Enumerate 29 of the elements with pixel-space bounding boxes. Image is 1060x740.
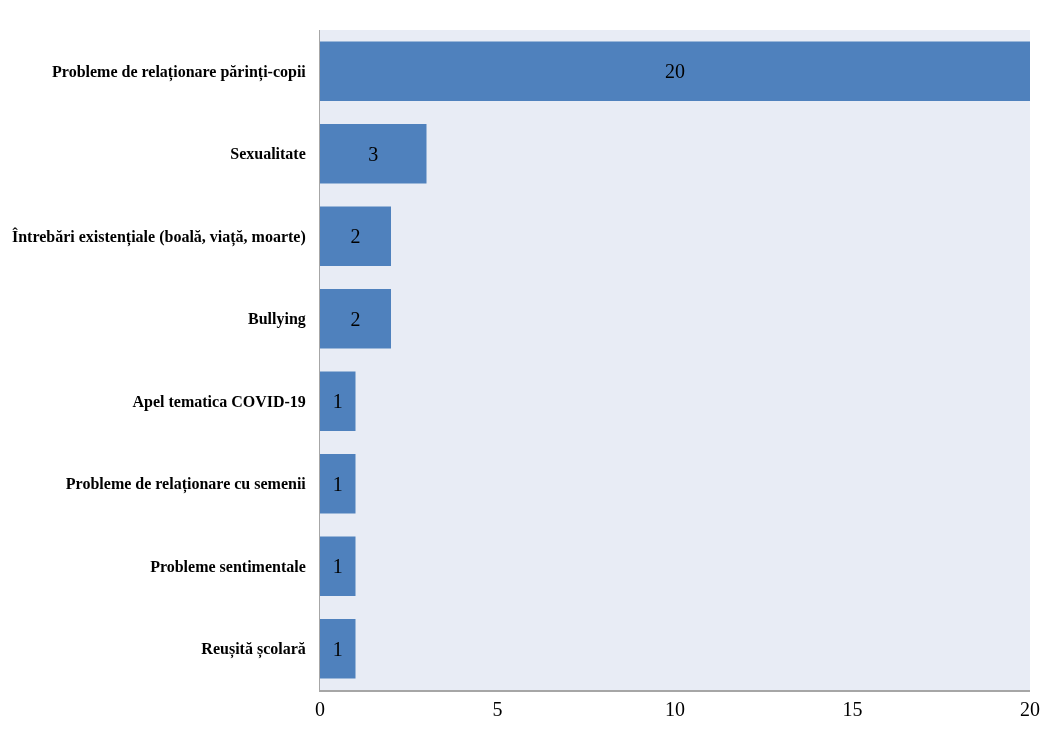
- data-label: 3: [368, 142, 379, 165]
- x-tick-label: 0: [315, 698, 325, 720]
- y-tick-label: Sexualitate: [230, 145, 306, 163]
- bar: [320, 289, 391, 349]
- bar: [320, 41, 1030, 101]
- y-tick-label: Apel tematica COVID-19: [132, 392, 306, 411]
- bar: [320, 536, 356, 596]
- x-tick-label: 10: [665, 698, 685, 720]
- data-label: 20: [665, 60, 685, 83]
- x-tick-label: 20: [1020, 698, 1040, 720]
- y-tick-label: Probleme de relaționare părinți-copii: [52, 62, 307, 82]
- data-label: 1: [332, 555, 343, 578]
- data-label: 2: [350, 225, 361, 248]
- y-tick-label: Probleme sentimentale: [150, 557, 306, 575]
- x-tick-label: 15: [842, 698, 863, 720]
- bar: [320, 371, 356, 431]
- bar: [320, 206, 391, 266]
- data-label: 1: [332, 390, 343, 413]
- y-tick-label: Întrebări existențiale (boală, viață, moarte): [11, 226, 306, 247]
- bar: [320, 619, 356, 679]
- bar: [320, 454, 356, 514]
- data-label: 1: [332, 637, 343, 660]
- data-label: 2: [350, 307, 361, 330]
- data-label: 1: [332, 472, 343, 495]
- y-tick-label: Reușită școlară: [201, 640, 306, 660]
- x-tick-label: 5: [492, 698, 503, 720]
- bar: [320, 124, 427, 184]
- y-tick-label: Probleme de relaționare cu semenii: [65, 475, 307, 495]
- y-tick-label: Bullying: [247, 310, 306, 329]
